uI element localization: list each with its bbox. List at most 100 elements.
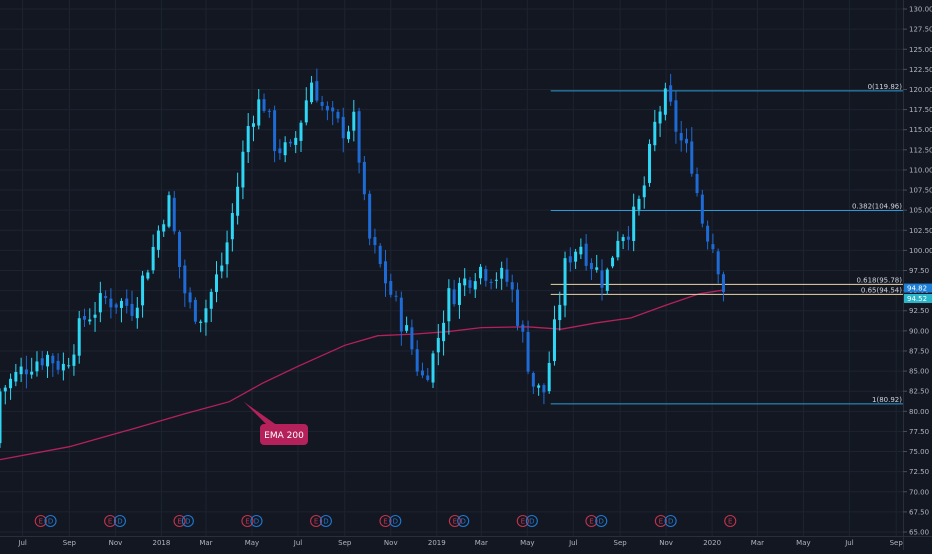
candle [104, 290, 108, 305]
candle-body [304, 100, 308, 123]
candle [684, 128, 688, 153]
dividend-marker[interactable]: D [44, 514, 57, 528]
candle-body [463, 278, 467, 286]
price-tick-label: 105.00 [909, 207, 932, 215]
candle [626, 225, 630, 251]
candle-body [88, 319, 92, 322]
candle-body [125, 298, 129, 306]
earnings-marker[interactable]: E [34, 514, 47, 528]
fib-level-label: 0.618(95.78) [856, 276, 902, 284]
dividend-marker[interactable]: D [181, 514, 194, 528]
candle [341, 107, 345, 153]
candle-body [568, 256, 572, 263]
candle-body [420, 370, 424, 376]
earnings-marker[interactable]: E [379, 514, 392, 528]
dividend-marker[interactable]: D [250, 514, 263, 528]
candle [46, 351, 50, 378]
earnings-marker[interactable]: E [724, 514, 737, 528]
price-label-box [904, 283, 932, 293]
earnings-marker[interactable]: E [585, 514, 598, 528]
dividend-marker[interactable]: D [113, 514, 126, 528]
candle [178, 230, 182, 279]
candle-body [542, 385, 546, 393]
candle [442, 310, 446, 356]
candle [663, 82, 667, 121]
candle-body [721, 274, 725, 293]
candle [77, 310, 81, 364]
event-letter: D [323, 518, 328, 526]
earnings-marker[interactable]: E [654, 514, 667, 528]
candle-body [484, 269, 488, 281]
candle-body [267, 110, 271, 112]
candle-body [584, 243, 588, 266]
fibonacci-retracement[interactable]: 0(119.82) 0.382(104.96) 0.618(95.78) 0.65(9… [550, 83, 903, 405]
fib-level-label: 0.382(104.96) [852, 202, 902, 210]
time-tick-label: Sep [890, 539, 904, 547]
candle [674, 91, 678, 144]
candle [526, 320, 530, 375]
price-tick-label: 102.50 [909, 227, 932, 235]
dividend-marker[interactable]: D [319, 514, 332, 528]
candle-body [516, 289, 520, 326]
price-tick-label: 67.50 [909, 508, 929, 516]
time-tick-label: May [245, 539, 259, 547]
dividend-marker[interactable]: D [389, 514, 402, 528]
candle [288, 139, 292, 148]
earnings-marker[interactable]: E [516, 514, 529, 528]
candle [93, 301, 97, 332]
earnings-marker[interactable]: E [310, 514, 323, 528]
candle [479, 264, 483, 285]
candle-body [405, 325, 409, 331]
candle [209, 288, 213, 322]
time-axis[interactable]: Jul Sep Nov 2018 Mar May Jul Sep Nov 2019 Mar May Ju… [17, 539, 903, 547]
price-axis-labels: 94.82 94.52 [904, 283, 932, 303]
candle-body [394, 295, 398, 297]
candle [151, 234, 155, 274]
dividend-marker[interactable]: D [525, 514, 538, 528]
candle [236, 172, 240, 225]
candle-body [595, 267, 599, 270]
candle [473, 273, 477, 298]
candle [141, 270, 145, 318]
ema-series [0, 289, 726, 461]
candle [135, 296, 139, 329]
candle [72, 344, 76, 376]
candle-body [648, 143, 652, 183]
candle [394, 290, 398, 302]
candle [452, 279, 456, 307]
price-axis[interactable]: 130.00 127.50 125.00 122.50 120.00 117.50 115.… [903, 6, 932, 537]
candle-body [684, 138, 688, 144]
candle-body [30, 371, 34, 375]
candle [632, 193, 636, 252]
dividend-marker[interactable]: D [457, 514, 470, 528]
candle [331, 101, 335, 126]
candle-body [167, 195, 171, 227]
price-tick-label: 107.50 [909, 187, 932, 195]
event-circle [654, 514, 667, 528]
candle-body [399, 297, 403, 332]
candle-body [669, 85, 673, 102]
candle [600, 259, 604, 301]
candle-body [479, 266, 483, 279]
candle-body [188, 292, 192, 303]
earnings-marker[interactable]: E [173, 514, 186, 528]
candle [574, 248, 578, 269]
candle [267, 108, 271, 118]
candle-body [93, 314, 97, 318]
earnings-marker[interactable]: E [104, 514, 117, 528]
candle-body [468, 280, 472, 288]
dividend-marker[interactable]: D [595, 514, 608, 528]
earnings-marker[interactable]: E [448, 514, 461, 528]
candle-body [262, 99, 266, 111]
earnings-marker[interactable]: E [241, 514, 254, 528]
event-letter: D [117, 518, 122, 526]
candle-body [273, 110, 277, 152]
candle-body [24, 369, 28, 375]
candle-body [531, 373, 535, 387]
dividend-marker[interactable]: D [664, 514, 677, 528]
price-tick-label: 72.50 [909, 468, 929, 476]
candle-body [251, 123, 255, 127]
